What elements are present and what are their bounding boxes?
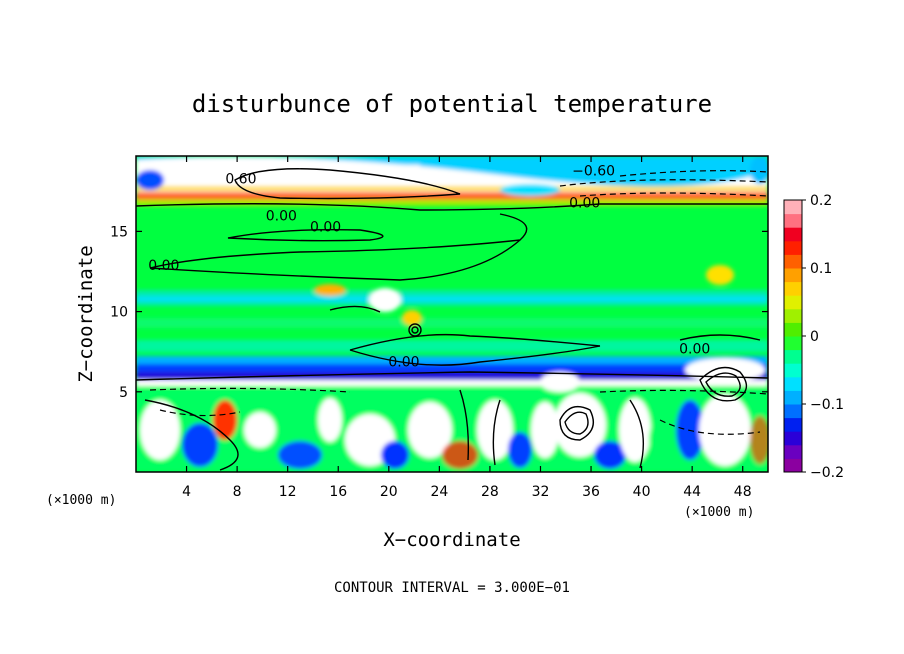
colorbar-swatch (784, 376, 802, 391)
colorbar-tick-label: 0 (810, 329, 819, 345)
colorbar-swatch (784, 281, 802, 296)
negative-contour-lines (149, 170, 768, 435)
x-axis-label: X−coordinate (383, 529, 520, 551)
colorbar-swatch (784, 363, 802, 378)
contour-label: 0.00 (266, 208, 297, 224)
colorbar-swatch (784, 254, 802, 269)
contour-label: −0.60 (572, 163, 615, 179)
colorbar-swatch (784, 295, 802, 310)
plot-frame (135, 155, 769, 473)
x-tick-label: 48 (734, 484, 752, 500)
x-tick-label: 44 (683, 484, 701, 500)
contour-label: 0.00 (679, 341, 710, 357)
contour-lines (136, 168, 768, 471)
y-tick-label: 5 (119, 385, 128, 401)
contour-label: 0.00 (148, 258, 179, 274)
x-tick-label: 4 (182, 484, 191, 500)
x-unit-left: (×1000 m) (46, 493, 116, 508)
colorbar-ticks: 0.2 0.1 0 −0.1 −0.2 (802, 193, 844, 481)
colorbar-swatch (784, 431, 802, 446)
x-tick-label: 36 (582, 484, 600, 500)
chart-title: disturbunce of potential temperature (192, 90, 712, 118)
x-tick-label: 24 (430, 484, 448, 500)
colorbar-swatch (784, 322, 802, 337)
colorbar-swatch (784, 268, 802, 283)
colorbar-tick-label: 0.1 (810, 261, 832, 277)
colorbar-swatch (784, 458, 802, 473)
contour-label: 0.00 (310, 220, 341, 236)
x-axis-ticks: 4 8 12 16 20 24 28 32 36 40 44 48 (182, 156, 752, 500)
contour-label: 0.00 (569, 196, 600, 212)
colorbar-tick-label: −0.1 (810, 397, 844, 413)
x-tick-label: 8 (233, 484, 242, 500)
colorbar-swatch (784, 390, 802, 405)
colorbar-swatch (784, 404, 802, 419)
y-axis-label: Z−coordinate (75, 245, 97, 382)
x-tick-label: 28 (481, 484, 499, 500)
colorbar-tick-label: 0.2 (810, 193, 832, 209)
y-tick-label: 15 (110, 224, 128, 240)
contour-label: 0.00 (388, 354, 419, 370)
contour-labels: 0.60 −0.60 0.00 0.00 0.00 0.00 0.00 0.00 (148, 163, 710, 370)
colorbar-swatch (784, 336, 802, 351)
x-tick-label: 20 (380, 484, 398, 500)
x-tick-label: 40 (633, 484, 651, 500)
colorbar-swatch (784, 213, 802, 228)
colorbar-swatch (784, 308, 802, 323)
colorbar (783, 199, 803, 473)
colorbar-tick-label: −0.2 (810, 465, 844, 481)
colorbar-swatch (784, 349, 802, 364)
colorbar-swatch (784, 417, 802, 432)
plot-area (136, 156, 768, 472)
colorbar-swatch (784, 444, 802, 459)
colorbar-swatch (784, 240, 802, 255)
colorbar-swatch (784, 227, 802, 242)
x-tick-label: 32 (532, 484, 550, 500)
y-axis-ticks: 5 10 15 (110, 224, 768, 401)
x-tick-label: 16 (329, 484, 347, 500)
x-tick-label: 12 (279, 484, 297, 500)
y-tick-label: 10 (110, 305, 128, 321)
colorbar-swatch (784, 200, 802, 215)
contour-label: 0.60 (225, 171, 256, 187)
contour-interval-note: CONTOUR INTERVAL = 3.000E−01 (334, 580, 570, 596)
x-unit-right: (×1000 m) (684, 505, 754, 520)
